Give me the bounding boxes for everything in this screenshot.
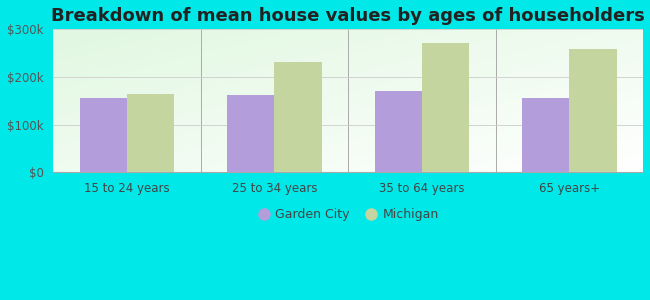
Bar xyxy=(374,91,422,172)
Bar xyxy=(227,94,274,172)
Bar xyxy=(522,98,569,172)
Bar xyxy=(422,43,469,172)
Bar xyxy=(127,94,174,172)
Bar xyxy=(80,98,127,172)
Bar xyxy=(569,49,616,172)
Bar xyxy=(274,62,322,172)
Legend: Garden City, Michigan: Garden City, Michigan xyxy=(253,203,443,226)
Title: Breakdown of mean house values by ages of householders: Breakdown of mean house values by ages o… xyxy=(51,7,645,25)
